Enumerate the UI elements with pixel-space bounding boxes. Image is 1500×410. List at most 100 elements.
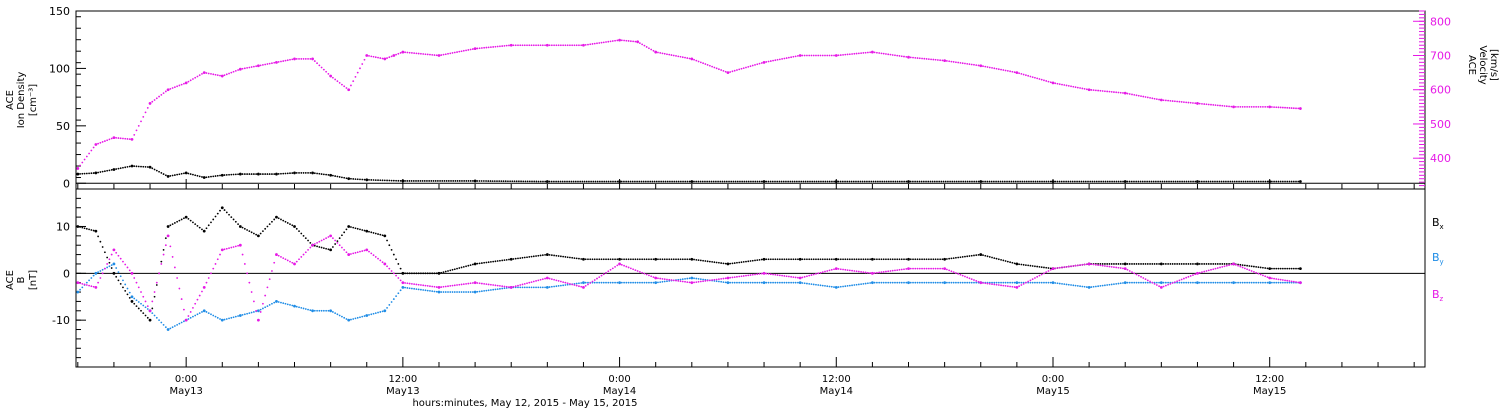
- velocity-sample: [1178, 100, 1181, 103]
- velocity-sample: [176, 85, 179, 88]
- velocity-sample: [988, 66, 991, 69]
- velocity-sample: [295, 58, 298, 60]
- bz-sample: [1284, 279, 1286, 282]
- velocity-sample: [214, 73, 217, 76]
- by-sample: [587, 281, 589, 284]
- velocity-point: [275, 60, 278, 64]
- density-sample: [833, 180, 835, 183]
- x-tick-date: May15: [1253, 386, 1286, 397]
- bx-sample: [192, 221, 194, 224]
- by-sample: [318, 309, 321, 312]
- bz-sample: [298, 258, 300, 261]
- bz-sample: [397, 277, 400, 279]
- density-sample: [1100, 180, 1103, 183]
- by-sample: [250, 311, 253, 314]
- bz-sample: [894, 269, 896, 272]
- bz-sample: [1056, 267, 1059, 269]
- bz-sample: [503, 285, 506, 288]
- xtick-marks: [77, 179, 1415, 367]
- by-sample: [1119, 282, 1122, 285]
- velocity-sample: [350, 84, 352, 87]
- velocity-sample: [571, 44, 574, 47]
- by-sample: [830, 285, 833, 288]
- velocity-sample: [1149, 96, 1151, 99]
- velocity-sample: [541, 44, 544, 47]
- velocity-sample: [1146, 96, 1149, 99]
- by-sample: [936, 281, 939, 284]
- by-sample: [975, 281, 978, 284]
- bz-sample: [541, 278, 544, 281]
- velocity-sample: [273, 61, 276, 64]
- velocity-sample: [410, 52, 413, 54]
- density-sample: [171, 174, 174, 177]
- velocity-sample: [487, 46, 490, 49]
- bz-sample: [1219, 266, 1221, 269]
- bz-sample: [1110, 265, 1113, 268]
- density-sample: [671, 180, 674, 183]
- bz-sample: [1094, 263, 1097, 266]
- density-sample: [1122, 180, 1124, 183]
- density-sample: [859, 180, 862, 183]
- density-sample: [936, 180, 938, 183]
- velocity-sample: [833, 54, 835, 57]
- bx-sample: [201, 228, 203, 231]
- velocity-sample: [1036, 77, 1039, 80]
- density-sample: [1238, 180, 1240, 183]
- density-sample: [933, 180, 936, 183]
- density-sample: [228, 173, 230, 176]
- bx-sample: [878, 258, 881, 261]
- bx-sample: [331, 246, 334, 248]
- bx-sample: [408, 272, 411, 275]
- velocity-sample: [717, 68, 720, 71]
- series-by: [76, 262, 1302, 331]
- bx-sample: [787, 258, 790, 261]
- velocity-sample: [478, 47, 481, 50]
- legend-bz-base: B: [1432, 288, 1440, 301]
- density-sample: [557, 180, 560, 183]
- density-sample: [603, 180, 606, 183]
- density-sample: [1264, 180, 1267, 183]
- by-sample: [1081, 285, 1084, 288]
- bx-sample: [952, 257, 955, 259]
- bx-sample: [424, 272, 427, 275]
- density-sample: [782, 180, 785, 183]
- bx-sample: [988, 256, 991, 258]
- bx-sample: [505, 258, 508, 261]
- velocity-sample: [180, 83, 183, 86]
- bz-sample: [1122, 267, 1124, 270]
- bx-sample: [1036, 265, 1039, 268]
- by-point: [907, 281, 910, 285]
- bz-sample: [399, 279, 402, 282]
- velocity-sample: [207, 72, 210, 75]
- by-sample: [1198, 281, 1201, 284]
- bz-sample: [169, 245, 172, 248]
- bz-sample: [553, 278, 556, 281]
- bx-point: [979, 253, 983, 256]
- bz-sample: [677, 280, 680, 282]
- bx-sample: [559, 255, 562, 258]
- by-sample: [133, 297, 136, 300]
- bx-sample: [555, 254, 558, 257]
- velocity-sample: [587, 43, 589, 46]
- density-sample: [684, 180, 687, 183]
- series-bx: [76, 206, 1302, 322]
- bz-sample: [151, 300, 154, 303]
- bx-sample: [975, 254, 978, 257]
- velocity-sample: [740, 67, 743, 70]
- by-sample: [699, 278, 702, 281]
- bz-point: [1123, 267, 1127, 271]
- velocity-sample: [882, 52, 885, 55]
- velocity-sample: [584, 44, 587, 46]
- bx-sample: [1027, 264, 1030, 267]
- velocity-sample: [1038, 78, 1041, 80]
- velocity-sample: [675, 55, 677, 57]
- by-sample: [487, 289, 490, 292]
- by-sample: [1047, 281, 1050, 284]
- density-sample: [1115, 180, 1118, 183]
- density-sample: [631, 180, 634, 183]
- density-sample: [219, 174, 221, 177]
- bz-sample: [1061, 266, 1063, 269]
- bz-sample: [991, 283, 993, 286]
- bz-sample: [792, 276, 795, 279]
- by-sample: [1113, 283, 1115, 286]
